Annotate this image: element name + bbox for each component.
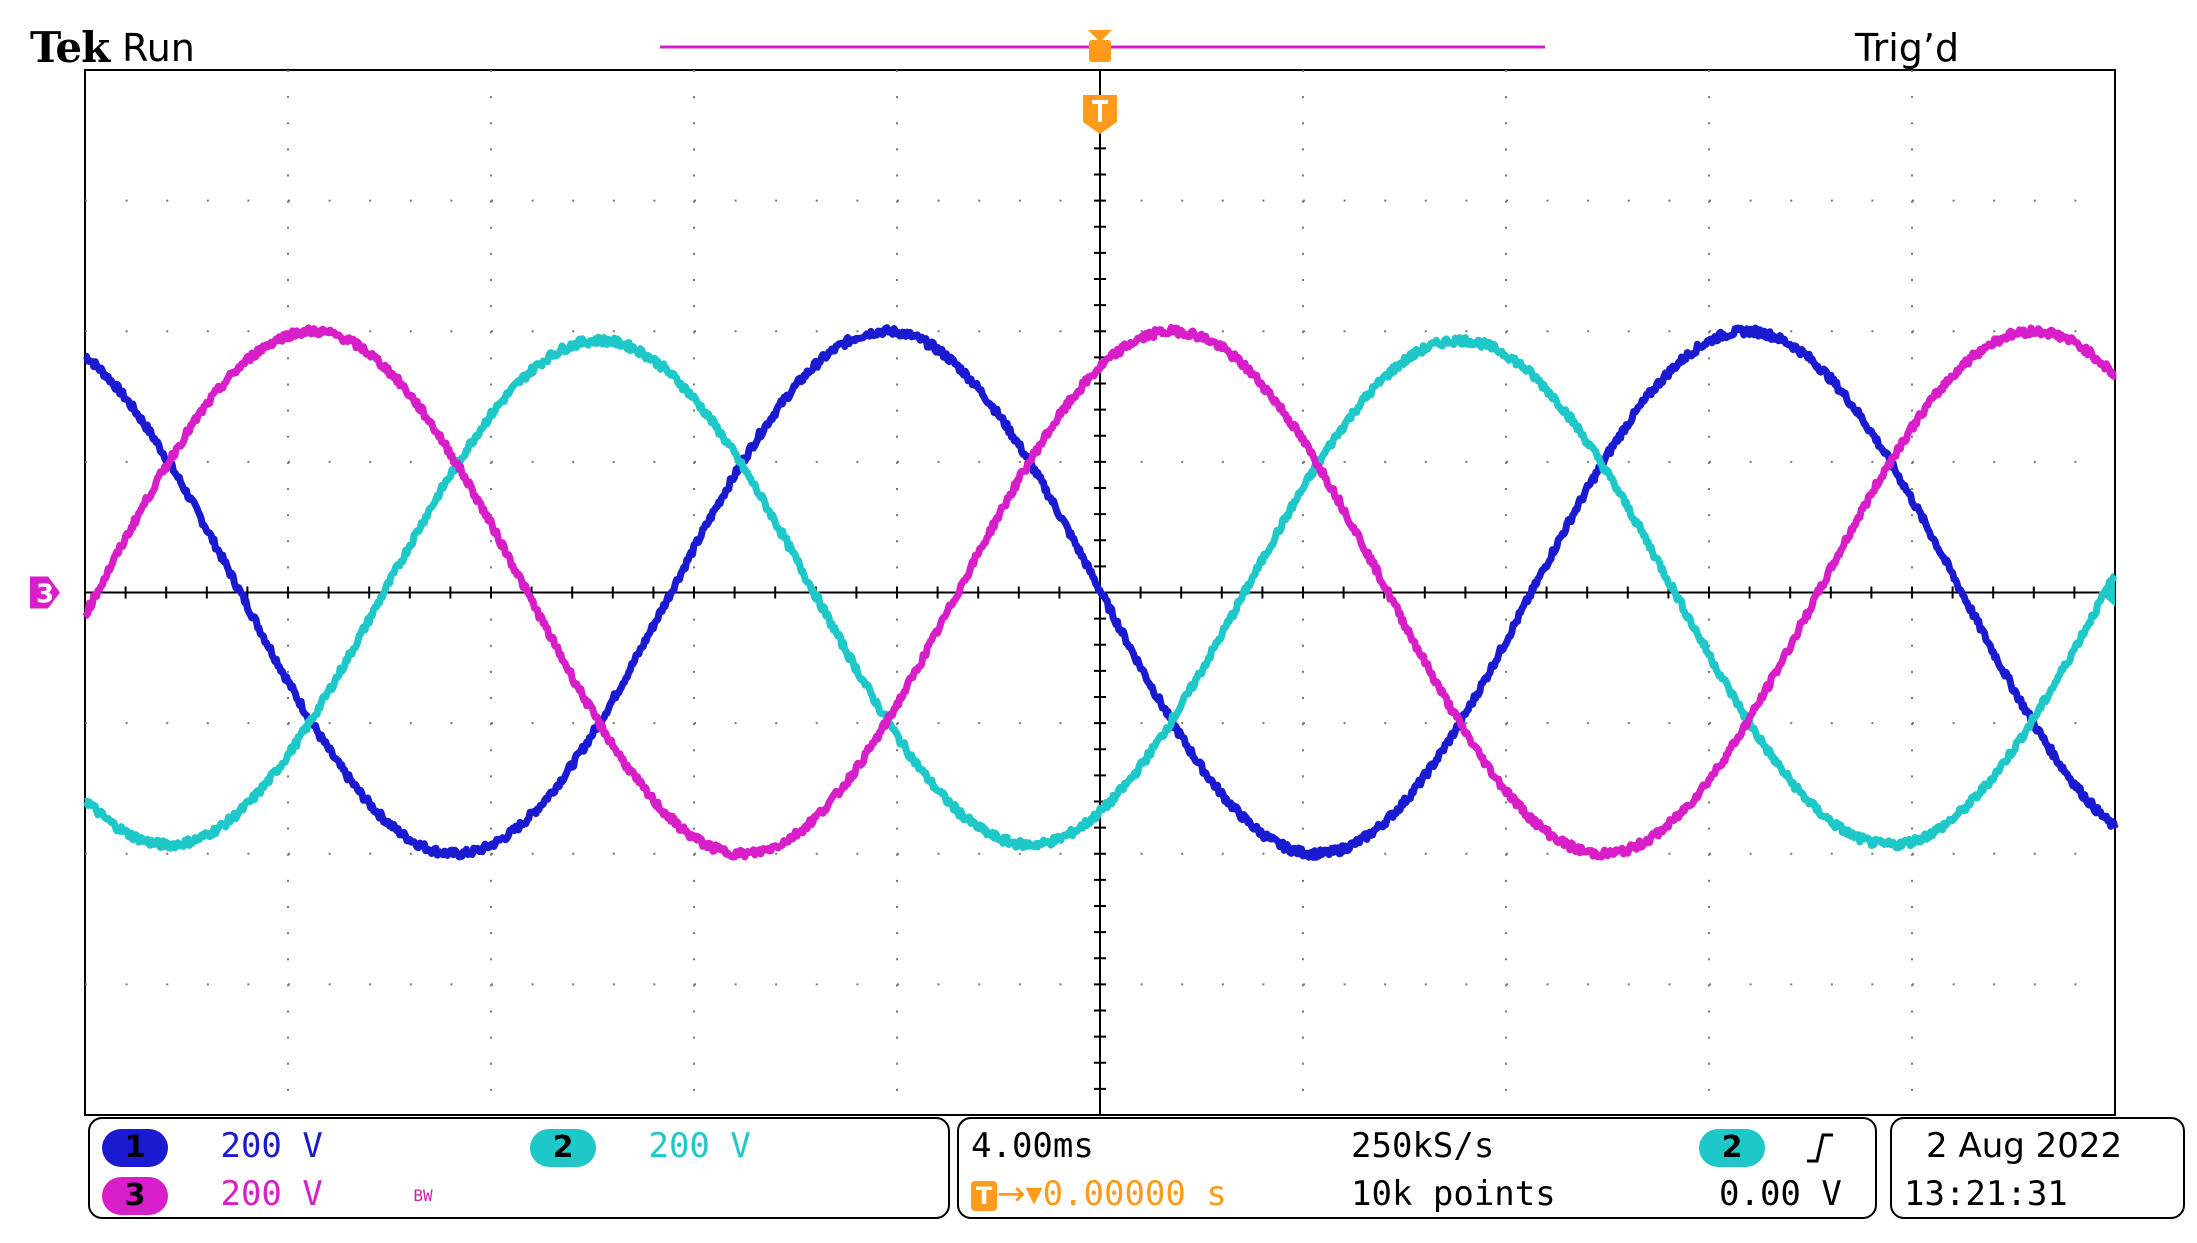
trigger-position-value: 0.00000 s: [1042, 1174, 1227, 1214]
channel-1-readout: 1 200 V: [102, 1123, 323, 1169]
rising-edge-icon: [1807, 1133, 1834, 1162]
markers: 3: [30, 30, 2115, 610]
date-label: 2 Aug 2022: [1926, 1126, 2123, 1166]
channel-1-scale: 200 V: [220, 1126, 323, 1166]
trace-channel-2: [83, 333, 2118, 852]
time-label: 13:21:31: [1904, 1174, 2068, 1214]
trigger-state-label: Trig’d: [1855, 26, 1960, 70]
trigger-position-readout: T →▾0.00000 s: [971, 1171, 1227, 1217]
brand-label: Tek: [30, 23, 110, 72]
trigger-position-top-arrow: [1088, 30, 1112, 42]
channel-2-chip[interactable]: 2: [530, 1128, 596, 1167]
channel-readout-panel: 1 200 V 2 200 V 3 200 V BW: [88, 1117, 950, 1219]
channel-1-chip[interactable]: 1: [102, 1128, 168, 1167]
channel-2-readout: 2 200 V: [530, 1123, 751, 1169]
trigger-level-marker[interactable]: [2099, 578, 2115, 607]
channel-3-chip[interactable]: 3: [102, 1176, 168, 1215]
trigger-source-readout: 2: [1699, 1123, 1837, 1169]
channel-3-ground-marker[interactable]: [30, 576, 60, 609]
record-length: 10k points: [1351, 1174, 1556, 1214]
trigger-position-top-icon[interactable]: [1089, 40, 1111, 62]
trigger-position-icon: T: [971, 1180, 997, 1211]
channel-3-readout: 3 200 V BW: [102, 1171, 433, 1217]
channel-2-scale: 200 V: [648, 1126, 751, 1166]
run-state-label: Run: [122, 26, 195, 70]
channel-3-scale: 200 V: [220, 1174, 323, 1214]
bandwidth-limit-badge: BW: [413, 1185, 433, 1205]
datetime-panel: 2 Aug 2022 13:21:31: [1890, 1117, 2185, 1219]
trace-channel-1: [83, 324, 2119, 861]
ground-marker-label: 3: [36, 580, 54, 610]
time-per-div: 4.00ms: [971, 1126, 1094, 1166]
trigger-level: 0.00 V: [1719, 1174, 1842, 1214]
trigger-marker-glyph: [1098, 100, 1102, 122]
waveform-traces: [82, 324, 2119, 861]
trigger-source-chip[interactable]: 2: [1699, 1128, 1765, 1167]
timebase-readout-panel: 4.00ms 250kS/s T →▾0.00000 s 10k points 2…: [957, 1117, 1877, 1219]
sample-rate: 250kS/s: [1351, 1126, 1495, 1166]
trace-channel-3: [82, 324, 2118, 861]
